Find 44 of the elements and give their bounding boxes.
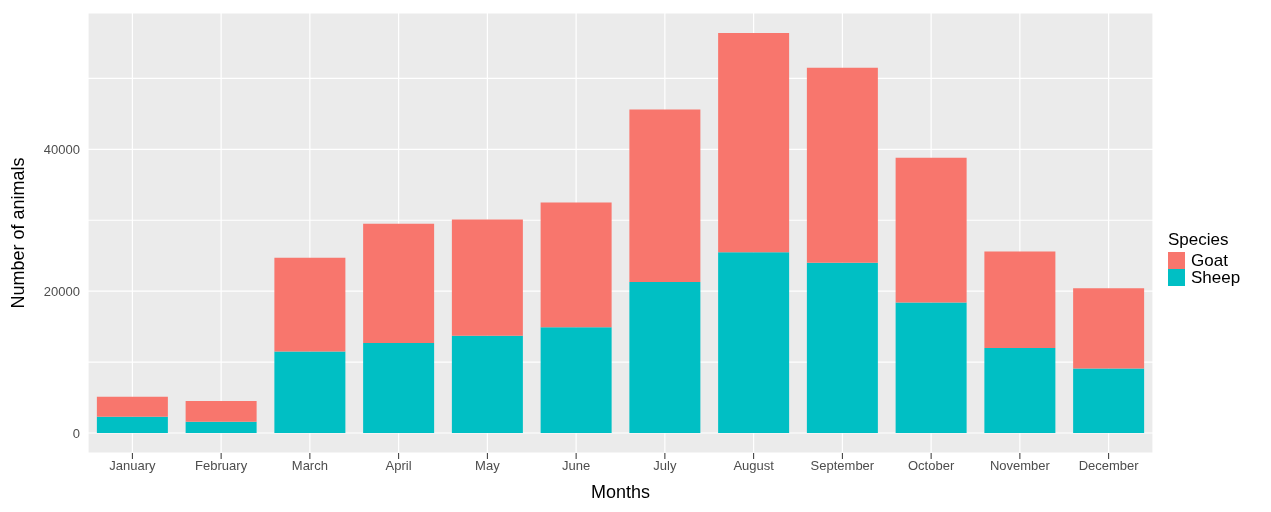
bar xyxy=(718,252,790,433)
x-tick-label: October xyxy=(908,458,955,474)
x-tick-label: June xyxy=(562,458,591,474)
legend-title: Species xyxy=(1168,230,1230,250)
bar xyxy=(274,257,346,352)
x-tick-label: August xyxy=(733,458,775,474)
x-tick-label: November xyxy=(989,458,1051,474)
bar xyxy=(96,416,168,433)
x-tick-label: July xyxy=(653,458,677,474)
bar xyxy=(718,33,790,253)
bar xyxy=(984,347,1056,433)
bar xyxy=(895,157,967,303)
x-tick-label: May xyxy=(475,458,501,474)
bar xyxy=(363,342,435,433)
y-tick-label: 20000 xyxy=(43,283,80,299)
y-tick-label: 40000 xyxy=(43,141,80,157)
bar xyxy=(629,109,701,282)
bar xyxy=(1073,368,1145,433)
x-tick-label: April xyxy=(385,458,412,474)
x-tick-label: September xyxy=(810,458,875,474)
legend-label: Goat xyxy=(1190,251,1229,270)
x-axis-title: Months xyxy=(590,482,651,502)
x-tick-label: March xyxy=(291,458,328,474)
legend-label: Sheep xyxy=(1190,268,1241,287)
bar xyxy=(185,401,257,422)
y-axis-title: Number of animals xyxy=(8,157,29,309)
bar xyxy=(451,219,523,336)
y-tick-label: 0 xyxy=(72,425,80,441)
bar xyxy=(274,351,346,433)
bar xyxy=(806,67,878,263)
bar xyxy=(96,396,168,417)
x-tick-label: February xyxy=(195,458,248,474)
x-tick-label: January xyxy=(109,458,156,474)
x-tick-label: December xyxy=(1078,458,1140,474)
bar xyxy=(363,223,435,343)
bar xyxy=(185,421,257,433)
bar xyxy=(451,335,523,433)
bar xyxy=(895,302,967,433)
bar xyxy=(806,262,878,433)
bar xyxy=(540,202,612,328)
bar xyxy=(1073,288,1145,369)
bar xyxy=(540,327,612,433)
bar xyxy=(984,251,1056,348)
bar xyxy=(629,281,701,433)
